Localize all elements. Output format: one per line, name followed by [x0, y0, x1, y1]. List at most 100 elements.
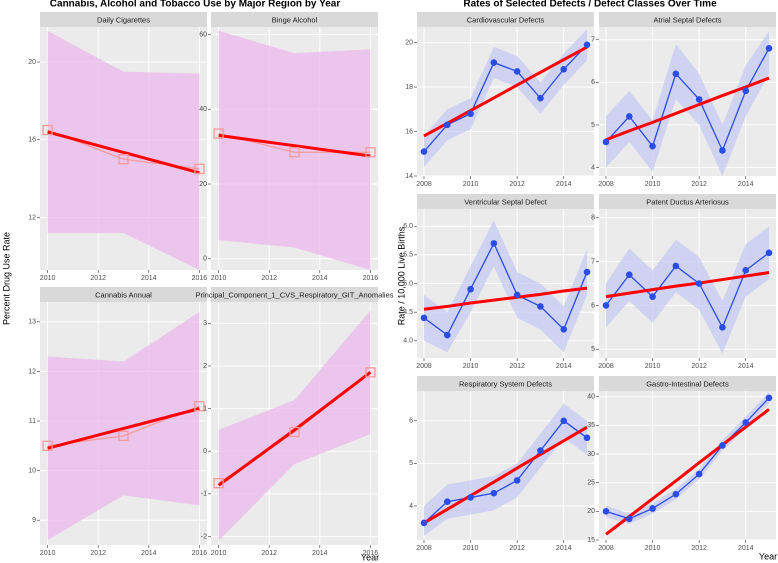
point [695, 96, 703, 103]
x-tick-label: 2012 [261, 550, 277, 557]
point [467, 110, 474, 118]
x-tick-label: 2016 [363, 275, 379, 282]
point [719, 324, 726, 331]
data-line [423, 241, 588, 337]
x-tick-label: 2010 [645, 545, 661, 552]
point [742, 87, 750, 95]
confidence-band [423, 403, 588, 536]
point [365, 147, 376, 158]
data-line [423, 44, 588, 152]
y-tick-label: 10 [28, 467, 36, 474]
x-tick-label: 2014 [312, 275, 328, 282]
y-tick-label: 4 [409, 503, 413, 510]
point [490, 59, 498, 66]
point [649, 505, 656, 512]
x-tick-label: 2014 [556, 545, 572, 552]
x-tick-label: 2012 [509, 545, 525, 552]
point [537, 303, 544, 310]
panel-title: Principal_Component_1_CVS_Respiratory_GI… [195, 290, 393, 299]
x-tick-label: 2008 [416, 181, 432, 188]
point [560, 417, 568, 425]
y-axis-label: Percent Drug Use Rate [1, 232, 11, 325]
x-tick-label: 2012 [90, 550, 106, 557]
point [513, 477, 521, 484]
x-tick-label: 2010 [463, 181, 479, 188]
strip [417, 12, 594, 27]
x-tick-label: 2014 [141, 550, 157, 557]
panel-title: Cardiovascular Defects [467, 15, 545, 24]
y-tick-label: 4.5 [403, 309, 413, 316]
point [42, 124, 53, 136]
point [467, 285, 474, 293]
y-tick-label: 7 [591, 258, 595, 265]
point [289, 426, 300, 438]
panel-title: Ventricular Septal Defect [464, 197, 547, 206]
y-tick-label: 20 [405, 39, 413, 46]
y-tick-label: 6.0 [403, 223, 413, 230]
x-tick-label: 2010 [463, 545, 479, 552]
y-tick-label: 0 [203, 256, 207, 263]
y-tick-label: 2 [203, 363, 207, 370]
x-tick-label: 2010 [645, 363, 661, 370]
x-tick-label: 2012 [261, 275, 277, 282]
x-tick-label: 2014 [738, 181, 754, 188]
y-tick-label: 5 [409, 460, 413, 467]
point [537, 447, 544, 454]
strip [40, 12, 207, 27]
y-tick-label: 20 [28, 59, 36, 66]
point [443, 498, 451, 505]
x-tick-label: 2012 [691, 181, 707, 188]
point [583, 41, 591, 49]
point [560, 65, 568, 73]
x-tick-label: 2008 [598, 545, 614, 552]
point [625, 515, 633, 523]
point [365, 367, 376, 378]
x-tick-label: 2012 [509, 363, 525, 370]
data-line [605, 397, 770, 520]
point [765, 249, 773, 257]
confidence-band [605, 31, 770, 177]
x-tick-label: 2014 [738, 545, 754, 552]
x-tick-label: 2016 [192, 550, 208, 557]
point [289, 147, 300, 158]
y-tick-label: -1 [201, 491, 207, 498]
y-tick-label: 8 [591, 215, 595, 222]
point [420, 148, 428, 155]
point [765, 394, 773, 402]
panel-title: Daily Cigarettes [97, 15, 150, 24]
x-tick-label: 2010 [40, 275, 56, 282]
x-tick-label: 2012 [90, 275, 106, 282]
strip [211, 287, 378, 302]
x-tick-label: 2008 [416, 545, 432, 552]
strip [599, 194, 776, 209]
y-tick-label: 40 [199, 106, 207, 113]
point [490, 489, 498, 497]
y-axis-label: Rate / 10,000 Live Births [396, 226, 406, 325]
point [560, 326, 568, 333]
y-tick-label: 5 [591, 346, 595, 353]
confidence-band [218, 310, 371, 541]
y-tick-label: 20 [199, 181, 207, 188]
x-tick-label: 2014 [556, 181, 572, 188]
point [742, 419, 750, 426]
y-tick-label: 14 [405, 173, 413, 180]
strip [417, 376, 594, 391]
fit-line [423, 425, 588, 525]
x-tick-label: 2012 [509, 181, 525, 188]
y-tick-label: 5.5 [403, 252, 413, 259]
point [490, 240, 498, 247]
x-tick-label: 2010 [211, 550, 227, 557]
strip [599, 12, 776, 27]
fit-line [47, 130, 200, 175]
y-tick-label: 9 [32, 517, 36, 524]
x-tick-label: 2010 [211, 275, 227, 282]
y-tick-label: 5.0 [403, 280, 413, 287]
panel-title: Patent Ductus Arteriosus [646, 197, 729, 206]
x-tick-label: 2014 [738, 363, 754, 370]
data-line [605, 252, 770, 329]
y-tick-label: 3 [203, 320, 207, 327]
y-tick-label: 7 [591, 37, 595, 44]
point [513, 68, 521, 75]
x-axis-label: Year [759, 551, 777, 561]
